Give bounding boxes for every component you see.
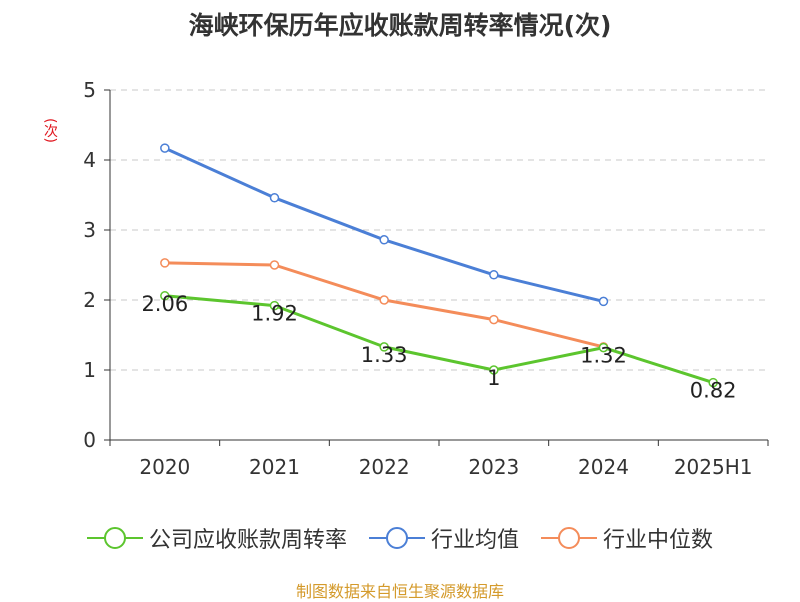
data-point-series-0 — [708, 377, 718, 388]
data-label: 1.32 — [580, 344, 627, 368]
data-point-series-2 — [489, 314, 499, 325]
chart-title: 海峡环保历年应收账款周转率情况(次) — [188, 11, 612, 40]
x-tick-label: 2024 — [578, 455, 629, 479]
y-tick-label: 5 — [83, 78, 96, 102]
data-label: 2.06 — [141, 292, 188, 316]
series-line-0 — [164, 294, 714, 385]
x-tick-label: 2023 — [468, 455, 519, 479]
data-point-series-1 — [379, 235, 389, 245]
data-source-note: 制图数据来自恒生聚源数据库 — [295, 582, 504, 601]
y-tick-label: 3 — [83, 218, 96, 242]
data-label: 1.33 — [361, 343, 408, 367]
x-tick-label: 2021 — [249, 455, 300, 479]
x-tick-label: 2025H1 — [674, 455, 753, 479]
series-line-1 — [164, 146, 604, 303]
legend-label-industry-median: 行业中位数 — [603, 528, 714, 553]
data-point-series-1 — [598, 296, 609, 307]
data-label: 1 — [487, 366, 500, 390]
data-point-series-2 — [379, 295, 389, 305]
x-tick-label: 2022 — [359, 455, 410, 479]
data-point-series-1 — [489, 270, 499, 280]
data-point-series-0 — [269, 300, 280, 311]
data-point-series-1 — [160, 143, 170, 153]
legend-swatch-industry-median — [541, 527, 597, 549]
data-label: 0.82 — [690, 379, 737, 403]
legend-item-industry-mean[interactable]: 行业均值 — [368, 522, 519, 554]
data-point-series-2 — [269, 260, 280, 270]
data-point-series-1 — [269, 193, 280, 203]
y-tick-label: 2 — [83, 288, 96, 312]
data-point-series-2 — [160, 258, 170, 268]
legend-item-company[interactable]: 公司应收账款周转率 — [86, 522, 347, 554]
legend-item-industry-median[interactable]: 行业中位数 — [541, 522, 713, 554]
y-axis-label: (次) — [42, 117, 58, 143]
data-point-series-0 — [489, 365, 499, 375]
data-point-series-0 — [379, 342, 389, 352]
y-tick-label: 4 — [83, 148, 96, 172]
legend: 公司应收账款周转率 行业均值 行业中位数 — [0, 518, 800, 558]
legend-swatch-company — [86, 527, 143, 549]
legend-label-industry-mean: 行业均值 — [430, 528, 519, 553]
legend-label-company: 公司应收账款周转率 — [148, 528, 347, 553]
legend-swatch-industry-mean — [368, 527, 425, 549]
x-tick-label: 2020 — [139, 455, 190, 479]
y-tick-label: 0 — [83, 428, 96, 452]
data-point-series-0 — [160, 291, 170, 301]
data-label: 1.92 — [251, 302, 298, 326]
y-tick-label: 1 — [83, 358, 96, 382]
series-line-2 — [164, 261, 604, 349]
data-point-series-0 — [598, 342, 609, 353]
